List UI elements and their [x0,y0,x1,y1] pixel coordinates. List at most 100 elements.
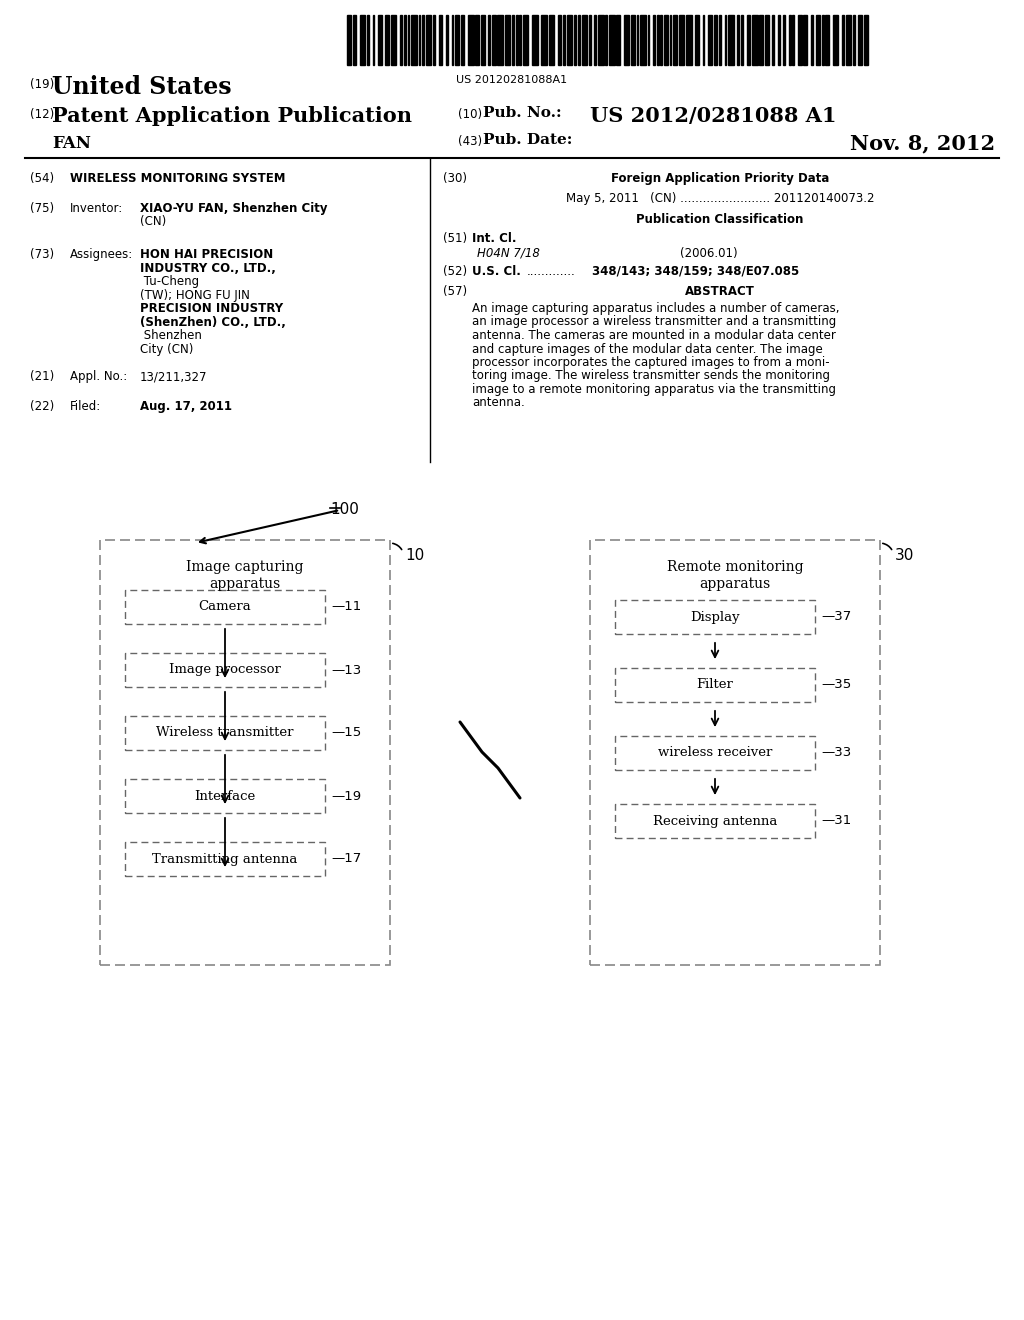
Bar [347,15,350,65]
Text: Assignees:: Assignees: [70,248,133,261]
Text: WIRELESS MONITORING SYSTEM: WIRELESS MONITORING SYSTEM [70,172,286,185]
Text: —19: —19 [331,789,361,803]
Text: apparatus: apparatus [209,577,281,591]
Bar [446,15,447,65]
Bar [125,779,325,813]
Bar [728,15,734,65]
Text: US 2012/0281088 A1: US 2012/0281088 A1 [590,106,837,125]
Bar [481,15,484,65]
Text: Filter: Filter [696,678,733,692]
Text: (22): (22) [30,400,54,413]
Bar [488,15,490,65]
Bar [408,15,410,65]
Bar [582,15,587,65]
Bar [788,15,791,65]
Text: U.S. Cl.: U.S. Cl. [472,265,521,279]
Text: Patent Application Publication: Patent Application Publication [52,106,412,125]
Bar [125,715,325,750]
Text: (52): (52) [443,265,467,279]
Bar [532,15,538,65]
Bar [760,15,763,65]
Bar [359,15,366,65]
Text: processor incorporates the captured images to from a moni-: processor incorporates the captured imag… [472,356,829,370]
Text: INDUSTRY CO., LTD.,: INDUSTRY CO., LTD., [140,261,275,275]
Text: antenna.: antenna. [472,396,524,409]
Bar [714,15,718,65]
Bar [468,15,473,65]
Text: —15: —15 [331,726,361,739]
Bar [674,15,677,65]
Bar [100,540,390,965]
Bar [793,15,795,65]
Text: May 5, 2011   (CN) ........................ 201120140073.2: May 5, 2011 (CN) .......................… [565,191,874,205]
Text: (51): (51) [443,232,467,246]
Text: —17: —17 [331,853,361,866]
Text: (TW); HONG FU JIN: (TW); HONG FU JIN [140,289,250,301]
Bar [765,15,769,65]
Text: toring image. The wireless transmitter sends the monitoring: toring image. The wireless transmitter s… [472,370,830,383]
Text: Nov. 8, 2012: Nov. 8, 2012 [850,133,995,153]
Text: Shenzhen: Shenzhen [140,329,202,342]
Bar [475,15,479,65]
Text: Image capturing: Image capturing [186,560,304,574]
Text: Appl. No.:: Appl. No.: [70,370,127,383]
Bar [419,15,420,65]
Text: Interface: Interface [195,789,256,803]
Bar [574,15,577,65]
Bar [498,15,503,65]
Bar [523,15,528,65]
Bar [631,15,635,65]
Text: Wireless transmitter: Wireless transmitter [157,726,294,739]
Bar [512,15,514,65]
Bar [804,15,807,65]
Text: (21): (21) [30,370,54,383]
Bar [842,15,844,65]
Text: ABSTRACT: ABSTRACT [685,285,755,298]
Text: (CN): (CN) [140,215,166,228]
Bar [412,15,417,65]
Bar [741,15,743,65]
Text: —11: —11 [331,601,361,614]
Bar [578,15,580,65]
Bar [125,842,325,876]
Bar [816,15,820,65]
Text: 10: 10 [406,548,424,564]
Text: —31: —31 [821,814,851,828]
Text: (54): (54) [30,172,54,185]
Bar [400,15,402,65]
Text: —13: —13 [331,664,361,676]
Bar [864,15,867,65]
Bar [433,15,435,65]
Text: (12): (12) [30,108,54,121]
Text: US 20120281088A1: US 20120281088A1 [457,75,567,84]
Bar [853,15,855,65]
Bar [615,601,815,634]
Text: XIAO-YU FAN, Shenzhen City: XIAO-YU FAN, Shenzhen City [140,202,328,215]
Bar [589,15,591,65]
Bar [605,15,607,65]
Bar [647,15,649,65]
Text: image to a remote monitoring apparatus via the transmitting: image to a remote monitoring apparatus v… [472,383,836,396]
Text: antenna. The cameras are mounted in a modular data center: antenna. The cameras are mounted in a mo… [472,329,836,342]
Bar [709,15,712,65]
Text: an image processor a wireless transmitter and a transmitting: an image processor a wireless transmitte… [472,315,837,329]
Bar [825,15,829,65]
Bar [373,15,375,65]
Bar [558,15,561,65]
Bar [542,15,547,65]
Text: .............: ............. [527,265,575,279]
Bar [516,15,517,65]
Text: Display: Display [690,610,739,623]
Text: 100: 100 [330,502,358,517]
Text: 30: 30 [895,548,914,564]
Bar [798,15,802,65]
Bar [391,15,396,65]
Bar [778,15,779,65]
Text: (2006.01): (2006.01) [680,247,737,260]
Text: Inventor:: Inventor: [70,202,123,215]
Text: —37: —37 [821,610,851,623]
Text: apparatus: apparatus [699,577,771,591]
Bar [653,15,655,65]
Bar [719,15,721,65]
Bar [461,15,464,65]
